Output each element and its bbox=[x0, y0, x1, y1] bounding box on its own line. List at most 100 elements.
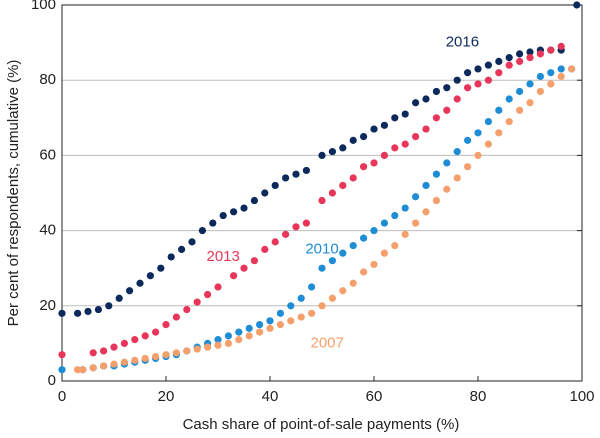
y-tick-label: 0 bbox=[48, 372, 56, 389]
data-point bbox=[287, 317, 295, 325]
data-point bbox=[271, 238, 279, 246]
data-point bbox=[245, 332, 253, 340]
series-label: 2007 bbox=[311, 334, 344, 351]
data-point bbox=[360, 133, 368, 141]
data-point bbox=[557, 72, 565, 81]
data-point bbox=[495, 69, 503, 77]
data-point bbox=[557, 65, 565, 73]
data-point bbox=[484, 117, 492, 126]
data-point bbox=[318, 196, 326, 205]
data-point bbox=[360, 268, 368, 276]
data-point bbox=[349, 242, 357, 250]
data-point bbox=[74, 309, 82, 317]
data-point bbox=[422, 208, 430, 216]
data-point bbox=[266, 317, 274, 325]
data-point bbox=[79, 366, 87, 374]
data-point bbox=[443, 185, 451, 193]
data-point bbox=[573, 1, 581, 9]
data-point bbox=[276, 321, 284, 329]
data-point bbox=[146, 272, 154, 280]
data-point bbox=[204, 343, 212, 351]
y-tick-label: 100 bbox=[31, 0, 56, 13]
data-point bbox=[136, 279, 144, 287]
data-point bbox=[505, 61, 513, 69]
data-point bbox=[464, 69, 472, 77]
data-point bbox=[484, 76, 492, 84]
data-point bbox=[230, 272, 238, 280]
data-point bbox=[349, 174, 357, 182]
data-point bbox=[422, 95, 430, 103]
data-point bbox=[370, 227, 378, 235]
data-point bbox=[432, 87, 440, 96]
data-point bbox=[162, 321, 170, 329]
data-point bbox=[271, 181, 279, 190]
series-label: 2010 bbox=[305, 240, 338, 257]
data-point bbox=[115, 294, 123, 302]
data-point bbox=[240, 204, 248, 212]
y-tick-label: 40 bbox=[39, 222, 56, 239]
data-point bbox=[453, 148, 461, 156]
data-point bbox=[536, 87, 545, 96]
data-point bbox=[58, 351, 66, 359]
data-point bbox=[391, 211, 399, 220]
data-point bbox=[224, 332, 232, 340]
data-point bbox=[349, 136, 357, 144]
data-point bbox=[328, 257, 336, 265]
data-point bbox=[318, 302, 326, 310]
data-point bbox=[536, 50, 545, 58]
data-point bbox=[89, 364, 97, 372]
data-point bbox=[261, 189, 269, 197]
data-point bbox=[100, 362, 108, 370]
data-point bbox=[505, 95, 513, 103]
data-point bbox=[214, 283, 222, 291]
data-point bbox=[526, 54, 534, 62]
data-point bbox=[391, 144, 399, 152]
data-point bbox=[126, 287, 134, 295]
data-point bbox=[380, 121, 388, 129]
data-point bbox=[432, 114, 440, 122]
data-point bbox=[339, 249, 347, 257]
data-point bbox=[318, 264, 326, 272]
data-point bbox=[401, 230, 409, 238]
data-point bbox=[328, 294, 336, 302]
data-point bbox=[141, 354, 149, 363]
data-point bbox=[131, 336, 139, 344]
data-point bbox=[412, 133, 420, 141]
data-point bbox=[318, 151, 326, 159]
data-point bbox=[516, 57, 524, 65]
x-tick-label: 100 bbox=[569, 388, 594, 405]
data-point bbox=[261, 245, 269, 253]
x-tick-label: 0 bbox=[58, 388, 66, 405]
data-point bbox=[152, 328, 160, 336]
series-label: 2016 bbox=[446, 34, 479, 51]
data-point bbox=[568, 65, 576, 73]
data-point bbox=[193, 345, 201, 353]
data-point bbox=[120, 358, 128, 366]
data-point bbox=[495, 106, 503, 114]
data-point bbox=[380, 219, 388, 227]
data-point bbox=[412, 193, 420, 201]
data-point bbox=[120, 339, 128, 347]
data-point bbox=[464, 136, 472, 144]
data-point bbox=[89, 349, 97, 357]
data-point bbox=[250, 196, 258, 205]
data-point bbox=[453, 95, 461, 103]
data-point bbox=[432, 196, 440, 205]
data-point bbox=[58, 309, 66, 317]
data-point bbox=[193, 298, 201, 306]
data-point bbox=[287, 302, 295, 310]
data-point bbox=[401, 110, 409, 118]
data-point bbox=[432, 170, 440, 178]
data-point bbox=[474, 80, 482, 88]
data-point bbox=[484, 140, 492, 148]
y-tick-label: 60 bbox=[39, 146, 56, 163]
data-point bbox=[302, 166, 310, 175]
data-point bbox=[219, 211, 227, 220]
data-point bbox=[495, 129, 503, 137]
data-point bbox=[516, 50, 524, 58]
data-point bbox=[250, 257, 258, 265]
data-point bbox=[391, 242, 399, 250]
data-point bbox=[474, 65, 482, 73]
data-point bbox=[214, 336, 222, 344]
data-point bbox=[292, 170, 300, 178]
